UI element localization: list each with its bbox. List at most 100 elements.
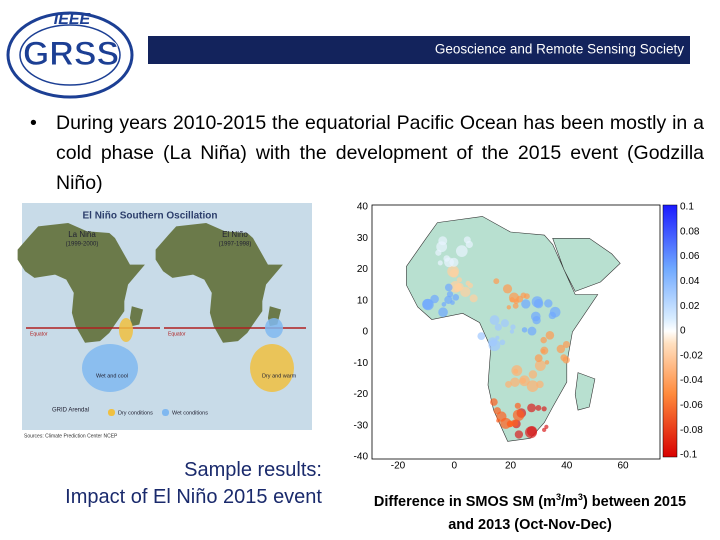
legend-item: Wet conditions	[172, 410, 208, 416]
map: 40 30 20 10 0 -10 -20 -30 -40 -20 0 20 40 60 0.1 0.08 0.…	[354, 202, 704, 472]
colorbar-tick-label: 0	[680, 326, 686, 337]
panel-title: La Niña	[68, 230, 96, 239]
map-texture	[521, 327, 528, 333]
y-tick-label: -20	[354, 389, 369, 400]
panel-note: Dry and warm	[262, 373, 297, 379]
map-texture	[544, 424, 549, 429]
colorbar-tick-label: -0.08	[680, 425, 703, 436]
panel-period: (1999-2000)	[66, 242, 99, 248]
map-texture	[527, 326, 537, 336]
map-texture	[469, 294, 478, 303]
map-texture	[465, 240, 473, 249]
map-texture	[467, 282, 474, 289]
colorbar-tick-label: -0.02	[680, 350, 703, 361]
y-tick-label: -10	[354, 358, 369, 369]
bullet-dot: •	[30, 112, 37, 134]
caption-right: Difference in SMOS SM (m3/m3) between 20…	[340, 486, 720, 537]
map-texture	[422, 298, 434, 311]
map-texture	[541, 406, 547, 412]
map-texture	[510, 324, 516, 330]
banner-text: Geoscience and Remote Sensing Society	[435, 42, 684, 57]
caption-line: and 2013 (Oct-Nov-Dec)	[448, 516, 612, 533]
map-texture	[502, 284, 513, 294]
colorbar-tick-label: 0.08	[680, 226, 700, 237]
colorbar	[662, 204, 678, 458]
source: Sources: Climate Prediction Center NCEP	[24, 433, 118, 439]
map-texture	[493, 407, 501, 415]
caption-left: Sample results: Impact of El Niño 2015 e…	[65, 457, 322, 511]
map-texture	[544, 299, 553, 308]
map-texture	[534, 354, 543, 363]
colorbar-tick-label: 0.1	[680, 202, 694, 213]
map-texture	[489, 315, 500, 325]
colorbar-tick-label: 0.06	[680, 251, 700, 262]
map-texture	[496, 418, 501, 423]
map-texture	[505, 380, 512, 388]
colorbar-tick-label: 0.02	[680, 301, 700, 312]
superscript: 3	[555, 492, 561, 502]
map-texture	[509, 329, 515, 334]
map-texture	[460, 286, 471, 297]
map-texture	[549, 306, 561, 318]
map-texture	[488, 337, 498, 347]
map-texture	[500, 417, 512, 429]
caption-part: /m	[561, 493, 578, 510]
map-texture	[453, 283, 463, 292]
map-texture	[521, 299, 531, 309]
map-texture	[562, 340, 571, 349]
map-texture	[499, 339, 506, 346]
figure-title: El Niño Southern Oscillation	[82, 211, 217, 222]
logo: IEEE GRSS	[6, 11, 134, 99]
map-texture	[506, 305, 512, 310]
map-texture	[490, 398, 498, 406]
colorbar-tick-label: -0.06	[680, 400, 703, 411]
x-tick-label: 60	[617, 461, 629, 472]
caption-line: Sample results:	[184, 459, 322, 481]
map-texture	[556, 344, 566, 354]
map-texture	[495, 335, 500, 340]
credit: GRID Arendal	[52, 408, 89, 414]
map-texture	[534, 360, 546, 371]
map-texture	[441, 302, 447, 307]
bullet-text: During years 2010-2015 the equatorial Pa…	[56, 112, 704, 194]
map-texture	[535, 405, 542, 411]
y-tick-label: 0	[362, 327, 368, 338]
map-texture	[526, 426, 538, 437]
map-texture	[514, 402, 521, 409]
map-texture	[437, 260, 443, 266]
y-tick-label: -40	[354, 452, 369, 463]
x-tick-label: 0	[451, 461, 457, 472]
banner	[148, 36, 690, 64]
map-texture	[511, 419, 519, 427]
y-tick-label: 30	[357, 233, 369, 244]
caption-part: ) between 2015	[582, 493, 687, 510]
map-texture	[450, 300, 455, 305]
y-tick-label: 20	[357, 264, 369, 275]
x-tick-label: 40	[561, 461, 573, 472]
map-texture	[512, 409, 525, 421]
x-tick-label: 20	[505, 461, 517, 472]
map-texture	[544, 360, 550, 365]
map-texture	[511, 365, 523, 376]
map-texture	[512, 302, 519, 309]
map-texture	[530, 311, 541, 322]
colorbar-tick-label: -0.04	[680, 375, 703, 386]
map-texture	[526, 380, 539, 392]
map-texture	[545, 331, 555, 340]
map-texture	[455, 245, 468, 257]
colorbar-tick-label: -0.1	[680, 450, 698, 461]
map-texture	[562, 356, 570, 364]
map-texture	[527, 403, 536, 413]
colorbar-tick-label: 0.04	[680, 276, 700, 287]
equator-label: Equator	[168, 331, 186, 337]
y-tick-label: -30	[354, 420, 369, 431]
map-texture	[435, 249, 442, 256]
map-texture	[519, 377, 526, 384]
map-texture	[452, 294, 460, 301]
map-texture	[500, 319, 509, 328]
x-tick-label: -20	[391, 461, 406, 472]
caption-line: Impact of El Niño 2015 event	[65, 486, 322, 508]
panel-title: El Niño	[222, 230, 248, 239]
